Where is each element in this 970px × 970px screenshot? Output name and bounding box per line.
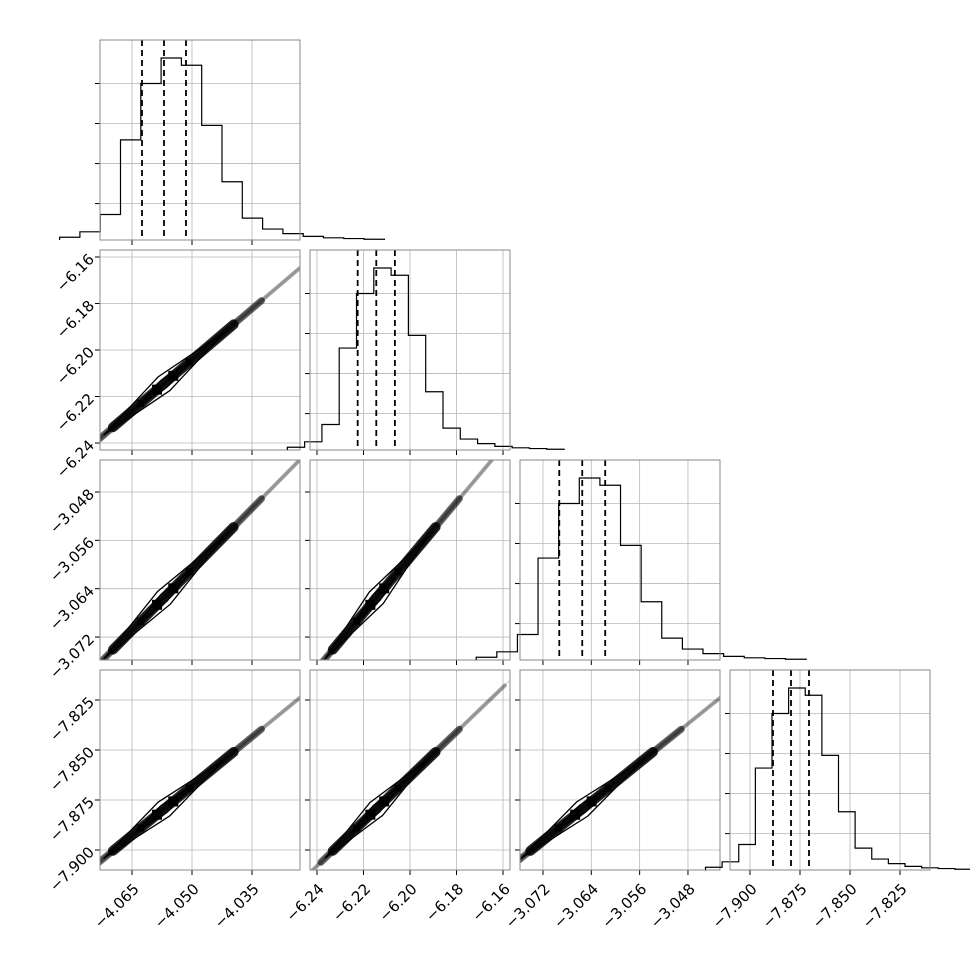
panel-frame (309, 249, 511, 451)
y-tick-label: −7.875 (46, 793, 98, 845)
density-peak-square (379, 583, 390, 594)
scatter-cloud (520, 695, 720, 864)
density-peak-square (137, 824, 145, 832)
density-peak-square (137, 617, 145, 625)
x-tick-label: −4.035 (211, 880, 263, 932)
density-peak-square (379, 796, 390, 807)
density-peak-square (570, 809, 581, 820)
x-tick-label: −4.050 (151, 880, 203, 932)
y-tick-label: −7.825 (46, 693, 98, 745)
y-tick-label: −7.850 (46, 743, 98, 795)
x-tick-label: −7.850 (809, 880, 861, 932)
histogram-step-line (286, 267, 565, 450)
panel-frame (99, 249, 301, 451)
density-peak-square (152, 809, 163, 820)
histogram-step-line (475, 477, 807, 660)
density-peak-square (353, 617, 361, 625)
histogram-panel-3 (475, 459, 807, 665)
x-tick-label: −6.18 (422, 880, 467, 925)
scatter-cloud (100, 460, 300, 660)
contour-outer (103, 759, 225, 859)
y-tick-label: −7.900 (46, 843, 98, 895)
x-tick-label: −4.065 (91, 880, 143, 932)
panel-frame (99, 669, 301, 871)
density-peak-square (168, 583, 179, 594)
panel-frame (309, 459, 511, 661)
panel-frame (729, 669, 931, 871)
scatter-cloud (100, 265, 300, 443)
histogram-panel-4 (704, 669, 970, 875)
density-peak-square (186, 568, 194, 576)
scatter-panel-1-4 (95, 669, 301, 875)
panel-frame (99, 459, 301, 661)
x-tick-label: −3.064 (550, 880, 602, 932)
y-tick-label: −3.064 (46, 582, 98, 634)
x-tick-label: −7.875 (759, 880, 811, 932)
contour-outer (324, 536, 429, 660)
y-tick-label: −6.18 (53, 297, 98, 342)
contour-outer (324, 759, 429, 859)
density-peak-square (394, 784, 402, 792)
density-peak-square (365, 809, 376, 820)
histogram-panel-2 (286, 249, 565, 455)
panel-frame (309, 669, 511, 871)
scatter-panel-1-3 (95, 459, 301, 665)
scatter-panel-2-3 (305, 459, 511, 665)
density-peak-square (186, 358, 194, 366)
scatter-panel-2-4 (305, 669, 511, 875)
density-peak-square (152, 384, 163, 395)
scatter-panel-1-2 (95, 249, 301, 455)
contour-outer (103, 535, 225, 660)
density-peak-square (137, 399, 145, 407)
histogram-step-line (59, 57, 385, 240)
y-tick-label: −3.072 (46, 630, 98, 682)
density-peak-square (152, 599, 163, 610)
density-peak-square (555, 824, 563, 832)
y-tick-label: −6.20 (53, 343, 98, 388)
y-tick-label: −3.048 (46, 485, 98, 537)
panel-frame (519, 669, 721, 871)
y-tick-label: −3.056 (46, 534, 98, 586)
scatter-panel-3-4 (515, 669, 721, 875)
histogram-panel-1 (59, 39, 385, 245)
y-tick-label: −6.16 (53, 250, 98, 295)
density-peak-square (365, 599, 376, 610)
scatter-cloud (310, 679, 510, 870)
density-peak-square (168, 796, 179, 807)
x-tick-label: −7.825 (859, 880, 911, 932)
density-peak-square (186, 784, 194, 792)
scatter-cloud (319, 460, 495, 660)
x-tick-label: −3.056 (598, 880, 650, 932)
contour-outer (103, 331, 225, 436)
density-peak-square (394, 568, 402, 576)
x-tick-label: −6.20 (376, 880, 421, 925)
density-peak-square (586, 796, 597, 807)
x-tick-label: −3.048 (647, 880, 699, 932)
y-tick-label: −6.22 (53, 390, 98, 435)
x-tick-label: −6.22 (329, 880, 374, 925)
panel-frame (519, 459, 721, 661)
y-tick-label: −6.24 (53, 436, 98, 481)
density-peak-square (353, 824, 361, 832)
x-tick-label: −6.24 (282, 880, 327, 925)
scatter-cloud (100, 695, 300, 866)
density-peak-square (604, 784, 612, 792)
contour-outer (520, 759, 644, 859)
panel-frame (99, 39, 301, 241)
density-peak-square (168, 370, 179, 381)
x-tick-label: −3.072 (502, 880, 554, 932)
x-tick-label: −7.900 (709, 880, 761, 932)
